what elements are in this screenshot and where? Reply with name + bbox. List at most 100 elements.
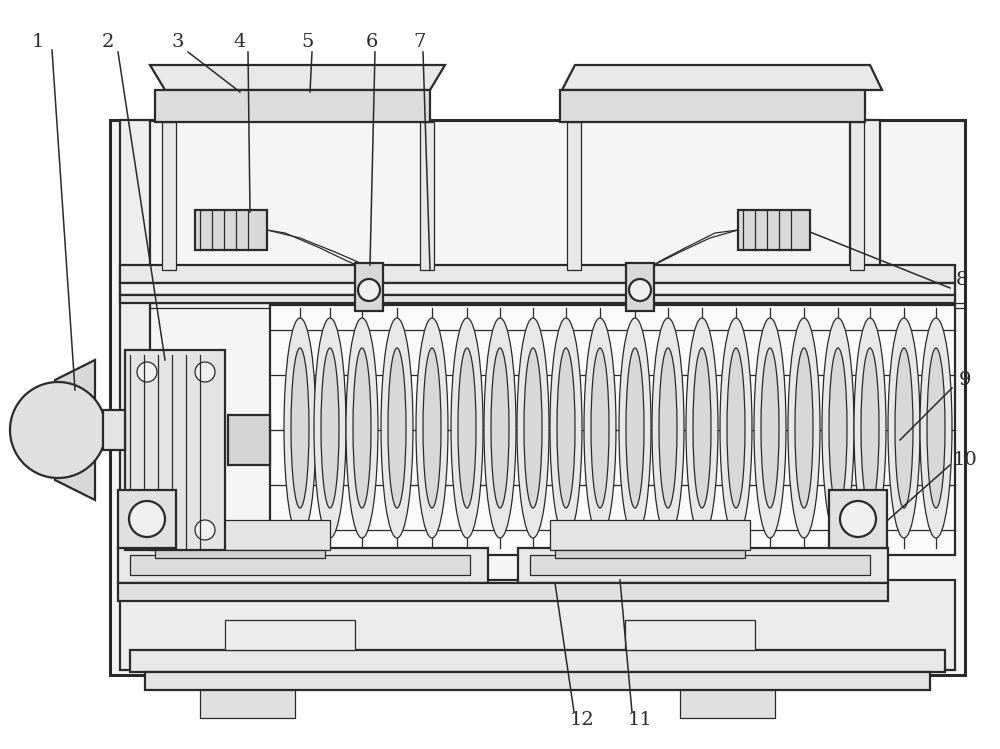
Ellipse shape (557, 348, 575, 508)
Bar (155, 90, 430, 122)
Text: 2: 2 (102, 33, 114, 51)
Text: 9: 9 (959, 371, 971, 389)
Ellipse shape (321, 348, 339, 508)
Ellipse shape (517, 318, 549, 538)
Circle shape (137, 362, 157, 382)
Bar (850, 122, 864, 270)
Bar (550, 520, 750, 550)
Ellipse shape (584, 318, 616, 538)
Circle shape (129, 501, 165, 537)
Ellipse shape (314, 318, 346, 538)
Text: 12: 12 (570, 711, 594, 729)
Bar (738, 210, 810, 250)
Ellipse shape (920, 318, 952, 538)
Bar (567, 122, 581, 270)
Ellipse shape (388, 348, 406, 508)
Text: 11: 11 (628, 711, 652, 729)
Circle shape (137, 520, 157, 540)
Text: 6: 6 (366, 33, 378, 51)
Bar (145, 672, 930, 690)
Bar (530, 555, 870, 575)
Bar (130, 555, 470, 575)
Circle shape (840, 501, 876, 537)
Bar (120, 580, 955, 670)
Ellipse shape (720, 318, 752, 538)
Polygon shape (150, 65, 445, 90)
Bar (225, 620, 355, 650)
Circle shape (195, 362, 215, 382)
Circle shape (629, 279, 651, 301)
Ellipse shape (795, 348, 813, 508)
Bar (162, 122, 176, 270)
Text: 10: 10 (953, 451, 977, 469)
Ellipse shape (652, 318, 684, 538)
Bar (103, 410, 125, 450)
Ellipse shape (353, 348, 371, 508)
Ellipse shape (458, 348, 476, 508)
Ellipse shape (524, 348, 542, 508)
Bar (560, 90, 865, 122)
Ellipse shape (727, 348, 745, 508)
Bar (155, 550, 325, 558)
Ellipse shape (416, 318, 448, 538)
Ellipse shape (761, 348, 779, 508)
Bar (120, 120, 150, 580)
Circle shape (10, 382, 106, 478)
Ellipse shape (927, 348, 945, 508)
Ellipse shape (854, 318, 886, 538)
Bar (195, 210, 267, 250)
Bar (355, 263, 383, 311)
Ellipse shape (491, 348, 509, 508)
Ellipse shape (626, 348, 644, 508)
Ellipse shape (895, 348, 913, 508)
Bar (120, 283, 955, 295)
Ellipse shape (861, 348, 879, 508)
Ellipse shape (423, 348, 441, 508)
Ellipse shape (346, 318, 378, 538)
Bar (270, 305, 955, 555)
Ellipse shape (659, 348, 677, 508)
Ellipse shape (788, 318, 820, 538)
Bar (680, 690, 775, 718)
Bar (420, 122, 434, 270)
Bar (118, 548, 488, 583)
Ellipse shape (550, 318, 582, 538)
Circle shape (195, 520, 215, 540)
Bar (110, 120, 965, 675)
Polygon shape (55, 360, 95, 500)
Ellipse shape (829, 348, 847, 508)
Ellipse shape (591, 348, 609, 508)
Ellipse shape (693, 348, 711, 508)
Bar (200, 690, 295, 718)
Text: 8: 8 (956, 271, 968, 289)
Ellipse shape (381, 318, 413, 538)
Ellipse shape (686, 318, 718, 538)
Bar (125, 350, 225, 550)
Ellipse shape (284, 318, 316, 538)
Bar (228, 415, 270, 465)
Text: 1: 1 (32, 33, 44, 51)
Bar (120, 265, 955, 283)
Bar (850, 120, 880, 580)
Text: 7: 7 (414, 33, 426, 51)
Ellipse shape (754, 318, 786, 538)
Polygon shape (562, 65, 882, 90)
Text: 5: 5 (302, 33, 314, 51)
Text: 4: 4 (234, 33, 246, 51)
Circle shape (358, 279, 380, 301)
Bar (120, 295, 955, 303)
Ellipse shape (451, 318, 483, 538)
Bar (518, 548, 888, 583)
Bar (130, 650, 945, 672)
Text: 3: 3 (172, 33, 184, 51)
Ellipse shape (484, 318, 516, 538)
Ellipse shape (291, 348, 309, 508)
Ellipse shape (888, 318, 920, 538)
Ellipse shape (619, 318, 651, 538)
Bar (829, 490, 887, 548)
Bar (118, 490, 176, 548)
Bar (625, 620, 755, 650)
Bar (626, 263, 654, 311)
Ellipse shape (822, 318, 854, 538)
Bar (555, 550, 745, 558)
